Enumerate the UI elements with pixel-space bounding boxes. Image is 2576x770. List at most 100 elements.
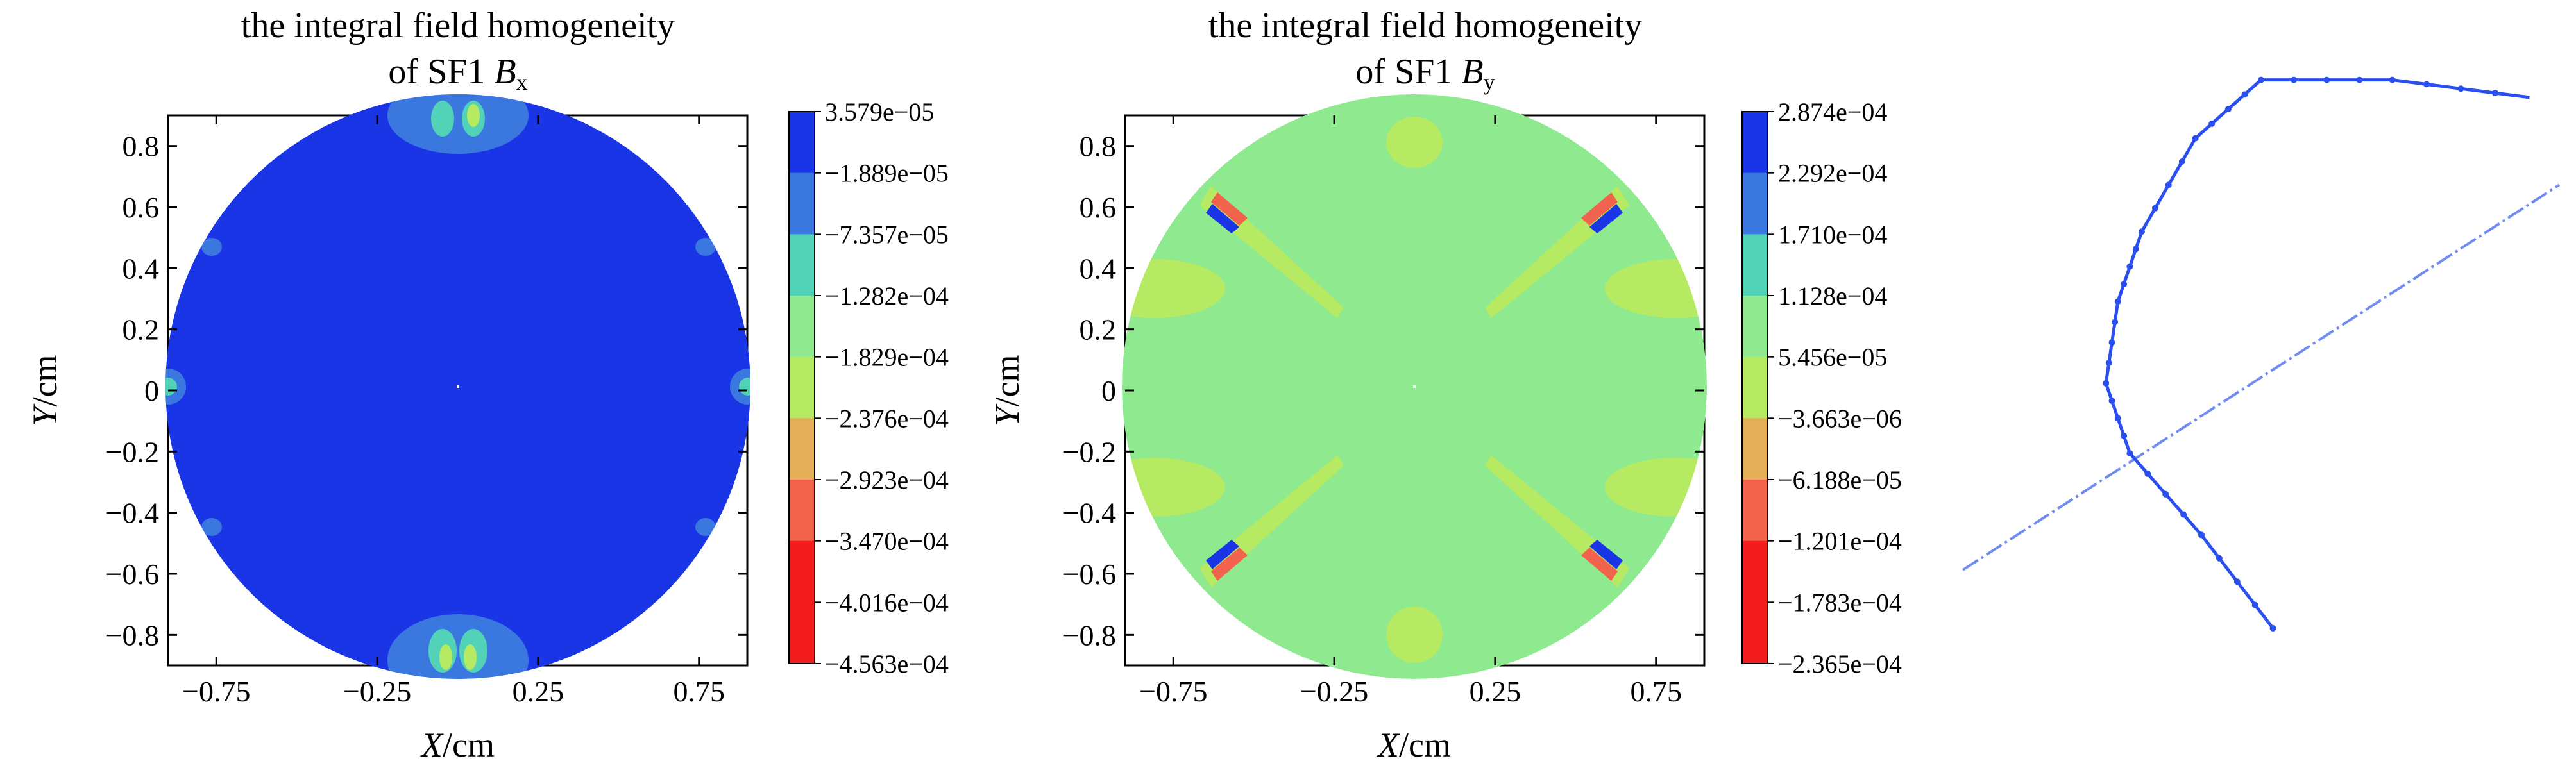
colorbar-label: 3.579e−05 xyxy=(825,97,934,126)
panel-by-spot-bl-blue xyxy=(1206,540,1239,569)
colorbar-band xyxy=(1742,480,1768,542)
colorbar-band xyxy=(1742,356,1768,419)
curve-point xyxy=(2356,76,2363,83)
panel-by-ylabel: Y/cm xyxy=(988,355,1026,426)
colorbar-band xyxy=(789,234,815,296)
y-tick-label: −0.4 xyxy=(1063,497,1116,530)
panel-bx-diag-tl xyxy=(201,238,222,256)
panel-bx-side-left-core xyxy=(165,378,177,396)
y-tick-label: 0.2 xyxy=(123,314,160,346)
curve-point xyxy=(2224,106,2232,113)
panel-by-spot-tr-red xyxy=(1581,192,1618,226)
colorbar-band xyxy=(789,602,815,664)
panel-by-x-ticks: −0.75 −0.25 0.25 0.75 xyxy=(1139,115,1682,708)
colorbar-label: −2.923e−04 xyxy=(825,465,949,494)
panel-bx-title-line1: the integral field homogeneity xyxy=(241,6,675,46)
panel-by-lobe-top xyxy=(1386,117,1443,168)
curve-point xyxy=(2323,76,2330,83)
colorbar-label: −1.201e−04 xyxy=(1778,527,1902,556)
colorbar-label: −2.365e−04 xyxy=(1778,649,1902,678)
colorbar-band xyxy=(789,172,815,235)
panel-by-spot-tl-blue xyxy=(1206,204,1239,233)
curve-point xyxy=(2216,555,2223,562)
panel-by-lobe-right-lower xyxy=(1605,458,1707,517)
y-tick-label: −0.4 xyxy=(106,497,159,530)
y-tick-label: 0.6 xyxy=(1080,191,1117,224)
panel-bx: the integral field homogeneity of SF1 Bx xyxy=(26,6,949,764)
colorbar-label: −4.563e−04 xyxy=(825,649,949,678)
curve-point xyxy=(2389,76,2396,83)
colorbar-band xyxy=(789,296,815,358)
curve-point xyxy=(2233,578,2241,585)
colorbar-label: −2.376e−04 xyxy=(825,404,949,433)
colorbar-label: −6.188e−05 xyxy=(1778,465,1902,494)
panel-bx-y-ticks: 0.8 0.6 0.4 0.2 0 −0.2 −0.4 −0.6 −0.8 xyxy=(106,130,747,651)
colorbar-label: 5.456e−05 xyxy=(1778,343,1887,372)
curve-point xyxy=(2457,85,2464,92)
panel-by-title-line2: of SF1 By xyxy=(1355,52,1495,95)
curve-point xyxy=(2126,263,2133,270)
curve-point xyxy=(2291,76,2298,83)
colorbar-label: −1.829e−04 xyxy=(825,343,949,372)
panel-by-lobe-right-upper xyxy=(1605,259,1707,318)
curve-point xyxy=(2192,135,2199,142)
curve-point xyxy=(2251,601,2258,608)
colorbar-label: −1.889e−05 xyxy=(825,159,949,188)
panel-bx-title-line2: of SF1 Bx xyxy=(388,52,527,95)
curve-point xyxy=(2114,298,2121,305)
panel-by-lobe-left-upper xyxy=(1122,259,1225,318)
x-tick-label: −0.25 xyxy=(343,675,411,708)
y-tick-label: 0.6 xyxy=(123,191,160,224)
panel-bx-diag-tr xyxy=(695,238,716,256)
x-tick-label: 0.25 xyxy=(513,675,564,708)
curve-point xyxy=(2178,158,2185,165)
panel-bx-side-right-core xyxy=(739,378,750,396)
curve-point xyxy=(2108,398,2115,405)
colorbar-frame xyxy=(1741,111,1768,664)
y-tick-label: 0.4 xyxy=(1080,252,1117,285)
panel-bx-pole-top-lobe-left xyxy=(431,101,454,137)
colorbar-band xyxy=(1742,296,1768,358)
colorbar-label: 2.874e−04 xyxy=(1778,97,1887,126)
x-tick-label: −0.75 xyxy=(1139,675,1207,708)
y-tick-label: −0.2 xyxy=(1063,435,1116,468)
curve-point xyxy=(2180,511,2187,518)
y-tick-label: 0.2 xyxy=(1080,314,1117,346)
x-tick-label: 0.75 xyxy=(674,675,725,708)
panel-by-spot-tl-red xyxy=(1211,192,1248,226)
curve-point xyxy=(2121,281,2128,288)
colorbar-band xyxy=(1742,602,1768,664)
panel-by-spot-bl-red xyxy=(1211,548,1248,581)
colorbar-band xyxy=(1742,234,1768,296)
y-tick-label: −0.2 xyxy=(106,435,159,468)
panel-bx-pole-bottom-core-right xyxy=(464,644,477,670)
curve-point xyxy=(2108,339,2115,346)
curve-point xyxy=(2198,531,2205,539)
y-tick-label: 0.4 xyxy=(123,252,160,285)
curve-point xyxy=(2126,450,2133,456)
panel-by-center-mark xyxy=(1413,385,1416,388)
straight-reference-line xyxy=(1962,183,2561,571)
curve-point xyxy=(2144,470,2151,477)
panel-by-y-ticks: 0.8 0.6 0.4 0.2 0 −0.2 −0.4 −0.6 −0.8 xyxy=(1063,130,1704,651)
curve-point xyxy=(2423,81,2430,88)
panel-by-title-line1: the integral field homogeneity xyxy=(1208,6,1642,46)
colorbar-label: −4.016e−04 xyxy=(825,588,949,617)
curve-point xyxy=(2269,625,2276,632)
y-tick-label: −0.6 xyxy=(1063,558,1116,590)
curve-point xyxy=(2121,432,2128,439)
curve-point xyxy=(2103,380,2110,387)
colorbar-band xyxy=(789,112,815,174)
panel-by-spot-tr-blue xyxy=(1589,204,1623,233)
colorbar-label: 1.128e−04 xyxy=(1778,281,1887,310)
panel-bx-pole-top-core xyxy=(467,104,480,127)
y-tick-label: −0.8 xyxy=(106,619,159,651)
panel-bx-x-ticks: −0.75 −0.25 0.25 0.75 xyxy=(182,115,725,708)
y-tick-label: 0 xyxy=(144,374,159,407)
panel-bx-pole-bottom-core-left xyxy=(439,644,452,670)
y-tick-label: −0.6 xyxy=(106,558,159,590)
x-tick-label: −0.75 xyxy=(182,675,250,708)
curve-point xyxy=(2112,319,2119,326)
panel-curve-sketch xyxy=(1962,76,2561,632)
